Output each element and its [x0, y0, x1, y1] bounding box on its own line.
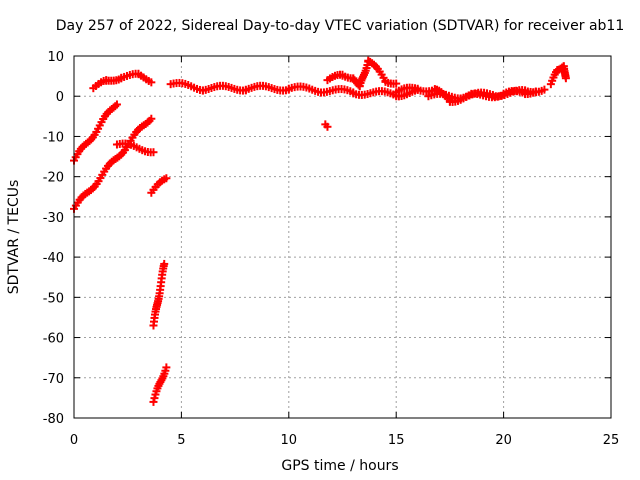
data-point — [540, 85, 549, 94]
x-tick-label: 25 — [603, 433, 620, 448]
y-tick-label: -60 — [43, 332, 64, 347]
x-tick-label: 10 — [281, 433, 298, 448]
y-tick-label: -10 — [43, 130, 64, 145]
y-axis-title: SDTVAR / TECUs — [6, 180, 22, 295]
chart-title: Day 257 of 2022, Sidereal Day-to-day VTE… — [56, 18, 625, 34]
data-point — [147, 78, 156, 87]
y-tick-label: 0 — [56, 90, 64, 105]
ticks: 0 5 10 15 20 25 10 0 -10 -20 -30 -40 -50 -60 -70 -80 — [43, 50, 620, 448]
data-point — [160, 259, 169, 268]
y-tick-label: -40 — [43, 251, 64, 266]
x-tick-label: 0 — [70, 433, 78, 448]
x-tick-label: 15 — [388, 433, 405, 448]
data-point — [392, 79, 401, 88]
x-axis-title: GPS time / hours — [281, 458, 398, 474]
plot-frame — [73, 55, 612, 419]
grid — [74, 56, 611, 418]
data-points — [70, 56, 570, 406]
x-tick-label: 20 — [495, 433, 512, 448]
y-tick-label: -80 — [43, 412, 64, 427]
data-point — [162, 363, 171, 372]
data-point — [323, 122, 332, 131]
data-point — [561, 74, 570, 83]
y-tick-label: -50 — [43, 291, 64, 306]
data-point — [149, 148, 158, 157]
data-point — [147, 114, 156, 123]
data-point — [112, 100, 121, 109]
y-tick-label: -30 — [43, 211, 64, 226]
y-tick-label: -70 — [43, 372, 64, 387]
y-tick-label: 10 — [47, 50, 64, 65]
x-tick-label: 5 — [177, 433, 185, 448]
data-point — [162, 174, 171, 183]
y-tick-label: -20 — [43, 171, 64, 186]
